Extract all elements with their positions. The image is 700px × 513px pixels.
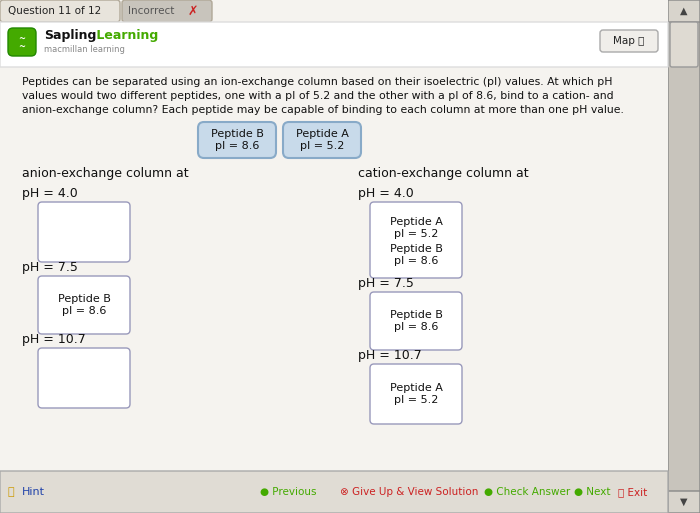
FancyBboxPatch shape: [668, 491, 700, 513]
FancyBboxPatch shape: [283, 122, 361, 158]
Text: ● Check Answer: ● Check Answer: [484, 487, 570, 497]
FancyBboxPatch shape: [370, 364, 462, 424]
FancyBboxPatch shape: [668, 0, 700, 513]
FancyBboxPatch shape: [0, 471, 668, 513]
Text: 🔴 Exit: 🔴 Exit: [618, 487, 648, 497]
FancyBboxPatch shape: [670, 22, 698, 67]
FancyBboxPatch shape: [0, 0, 120, 22]
Text: ▼: ▼: [680, 497, 687, 507]
FancyBboxPatch shape: [38, 202, 130, 262]
Text: Peptide A
pI = 5.2: Peptide A pI = 5.2: [390, 383, 442, 405]
FancyBboxPatch shape: [38, 276, 130, 334]
Text: Question 11 of 12: Question 11 of 12: [8, 6, 101, 16]
Text: values would two different peptides, one with a pI of 5.2 and the other with a p: values would two different peptides, one…: [22, 91, 614, 101]
Text: pH = 4.0: pH = 4.0: [22, 187, 78, 201]
Text: ● Previous: ● Previous: [260, 487, 316, 497]
Text: ▲: ▲: [680, 6, 687, 16]
Text: macmillan learning: macmillan learning: [44, 46, 125, 54]
FancyBboxPatch shape: [0, 22, 668, 67]
Text: pH = 7.5: pH = 7.5: [22, 262, 78, 274]
Text: pH = 10.7: pH = 10.7: [22, 333, 85, 346]
Text: Peptide B
pI = 8.6: Peptide B pI = 8.6: [211, 129, 263, 151]
Text: Peptide B
pI = 8.6: Peptide B pI = 8.6: [390, 244, 442, 266]
Text: pH = 10.7: pH = 10.7: [358, 349, 421, 363]
Text: 💡: 💡: [8, 487, 15, 497]
FancyBboxPatch shape: [8, 28, 36, 56]
Text: Hint: Hint: [22, 487, 45, 497]
FancyBboxPatch shape: [370, 202, 462, 278]
FancyBboxPatch shape: [668, 0, 700, 22]
Text: pH = 4.0: pH = 4.0: [358, 187, 414, 201]
Text: Peptide A
pI = 5.2: Peptide A pI = 5.2: [390, 217, 442, 239]
FancyBboxPatch shape: [38, 348, 130, 408]
Text: Incorrect: Incorrect: [128, 6, 174, 16]
FancyBboxPatch shape: [370, 292, 462, 350]
Text: ~
~: ~ ~: [18, 34, 25, 50]
Text: anion-exchange column at: anion-exchange column at: [22, 168, 188, 181]
Text: Sapling: Sapling: [44, 29, 97, 42]
FancyBboxPatch shape: [122, 0, 212, 22]
Text: Map 🗺: Map 🗺: [613, 36, 645, 46]
Text: Peptides can be separated using an ion-exchange column based on their isoelectri: Peptides can be separated using an ion-e…: [22, 77, 612, 87]
Text: Peptide B
pI = 8.6: Peptide B pI = 8.6: [57, 294, 111, 316]
Text: Peptide B
pI = 8.6: Peptide B pI = 8.6: [390, 310, 442, 332]
Text: cation-exchange column at: cation-exchange column at: [358, 168, 528, 181]
Text: ⊗ Give Up & View Solution: ⊗ Give Up & View Solution: [340, 487, 478, 497]
Text: ✗: ✗: [188, 5, 199, 17]
Text: Learning: Learning: [92, 29, 158, 42]
FancyBboxPatch shape: [0, 0, 668, 513]
Text: anion-exchange column? Each peptide may be capable of binding to each column at : anion-exchange column? Each peptide may …: [22, 105, 624, 115]
Text: ● Next: ● Next: [574, 487, 610, 497]
FancyBboxPatch shape: [600, 30, 658, 52]
FancyBboxPatch shape: [198, 122, 276, 158]
Text: Peptide A
pI = 5.2: Peptide A pI = 5.2: [295, 129, 349, 151]
Text: pH = 7.5: pH = 7.5: [358, 278, 414, 290]
